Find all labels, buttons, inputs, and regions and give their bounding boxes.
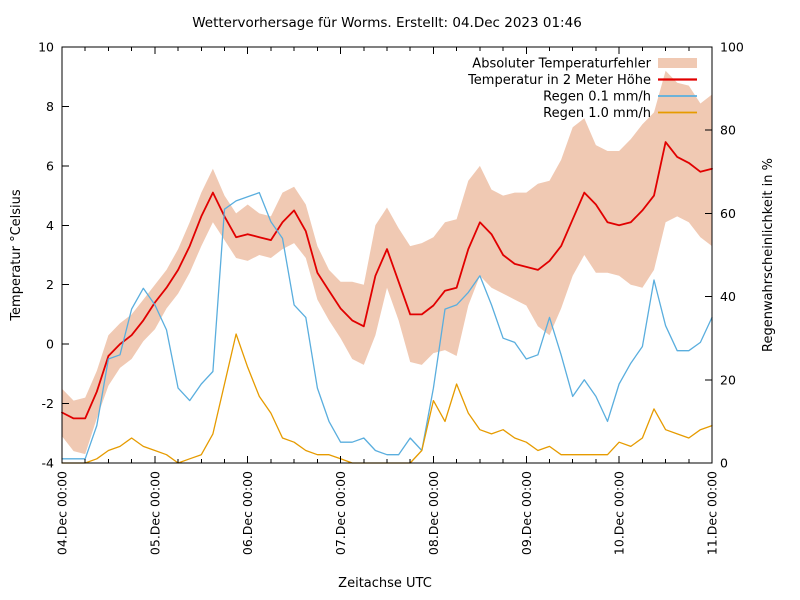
- y-right-tick-label: 60: [720, 206, 736, 221]
- temperatur-in-2-meter-h-he-line: [61, 141, 713, 420]
- x-tick-label: 09.Dec 00:00: [519, 471, 534, 555]
- plot-frame-and-ticks: 04.Dec 00:00 05.Dec 00:00 06.Dec 00:00 07.D…: [38, 40, 744, 556]
- y-left-tick-label: -2: [42, 396, 54, 411]
- legend-label: Regen 1.0 mm/h: [543, 106, 651, 121]
- regen-0-1-mm-h-line: [61, 191, 713, 460]
- legend-label: Temperatur in 2 Meter Höhe: [467, 73, 651, 88]
- x-tick-label: 08.Dec 00:00: [426, 471, 441, 555]
- legend-entry: Regen 1.0 mm/h: [543, 106, 697, 121]
- y-left-tick-label: 6: [46, 158, 54, 173]
- y-right-tick-label: 0: [720, 456, 728, 471]
- left-y-axis-label: Temperatur °Celsius: [9, 189, 24, 322]
- legend-band-swatch: [658, 58, 697, 68]
- right-y-axis-label: Regenwahrscheinlichkeit in %: [761, 158, 776, 352]
- y-left-tick-label: 8: [46, 99, 54, 114]
- y-right-tick-label: 40: [720, 289, 736, 304]
- x-axis-label: Zeitachse UTC: [338, 576, 432, 591]
- legend-label: Regen 0.1 mm/h: [543, 90, 651, 105]
- y-left-tick-label: 10: [38, 40, 54, 55]
- y-right-tick-label: 100: [720, 40, 744, 55]
- temperature-error-band: [62, 70, 712, 455]
- x-tick-label: 06.Dec 00:00: [240, 471, 255, 555]
- x-tick-label: 07.Dec 00:00: [333, 471, 348, 555]
- y-left-tick-label: -4: [42, 456, 55, 471]
- y-left-tick-label: 2: [46, 277, 54, 292]
- x-tick-label: 04.Dec 00:00: [55, 471, 70, 555]
- x-tick-label: 10.Dec 00:00: [612, 471, 627, 555]
- legend-label: Absoluter Temperaturfehler: [472, 57, 651, 72]
- y-left-tick-label: 4: [46, 218, 54, 233]
- legend-entry: Temperatur in 2 Meter Höhe: [467, 73, 697, 88]
- y-right-tick-label: 80: [720, 123, 736, 138]
- legend-entry: Regen 0.1 mm/h: [543, 90, 697, 105]
- x-tick-label: 05.Dec 00:00: [147, 471, 162, 555]
- chart-title: Wettervorhersage für Worms. Erstellt: 04…: [192, 15, 582, 31]
- y-right-tick-label: 20: [720, 372, 736, 387]
- error-band-series: [62, 70, 712, 455]
- y-left-tick-label: 0: [46, 337, 54, 352]
- legend-entry: Absoluter Temperaturfehler: [472, 57, 697, 72]
- x-tick-label: 11.Dec 00:00: [705, 471, 720, 555]
